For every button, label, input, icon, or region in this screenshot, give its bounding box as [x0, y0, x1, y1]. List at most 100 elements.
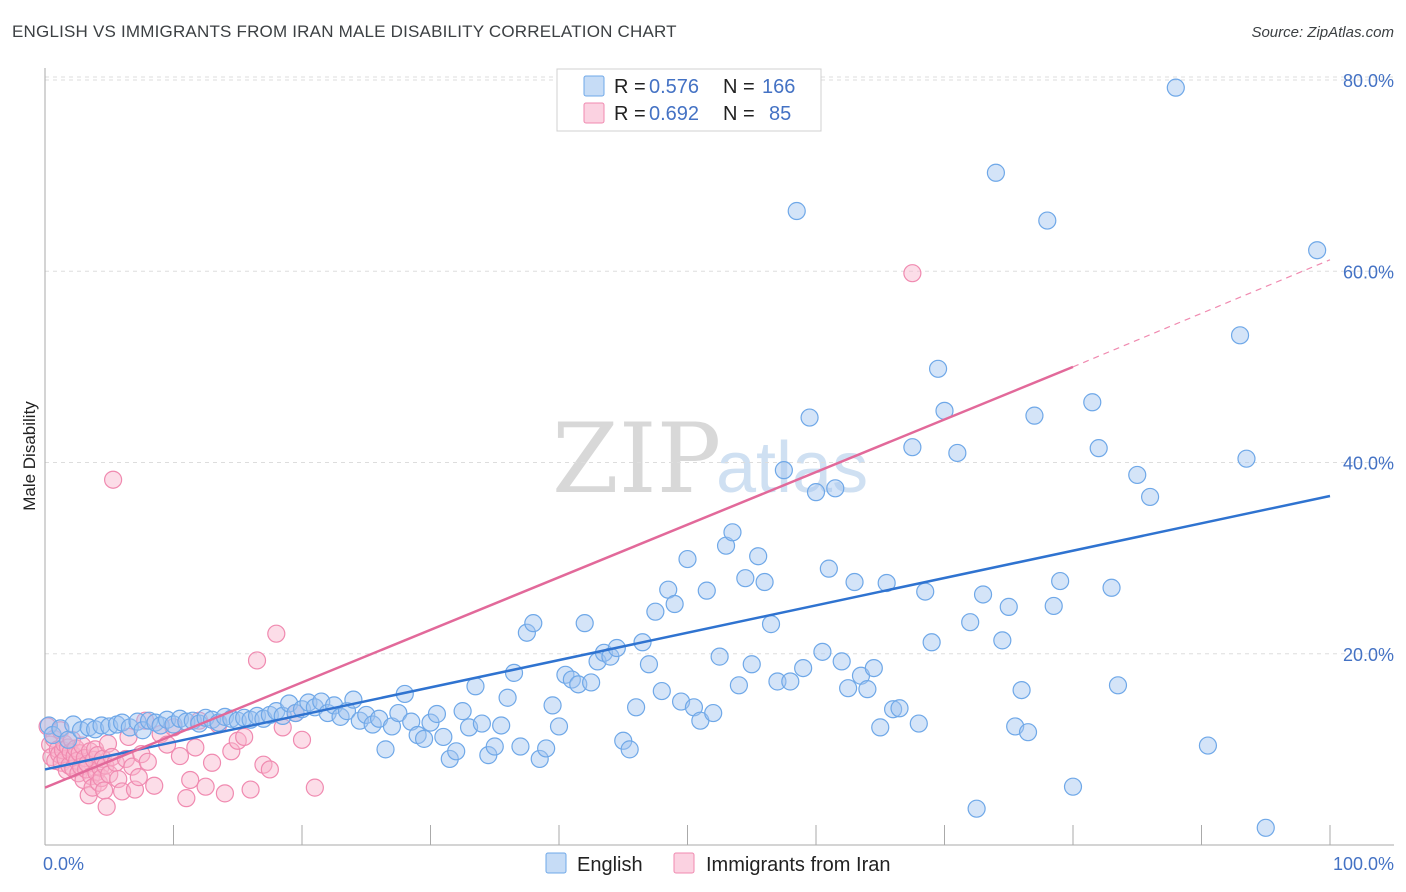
bottom-legend-swatch-english	[545, 852, 567, 874]
english-point-157	[1108, 676, 1128, 695]
stats-legend: R = 0.576 N = 166 R = 0.692 N = 85	[556, 68, 822, 132]
english-point-91	[626, 698, 646, 717]
english-point-150	[1038, 211, 1057, 230]
source-label: Source: ZipAtlas.com	[1251, 24, 1394, 41]
english-point-132	[890, 699, 909, 718]
legend-iran-r-label: R =	[614, 103, 646, 125]
english-point-137	[928, 359, 948, 378]
english-point-143	[986, 163, 1006, 182]
english-point-125	[845, 572, 864, 592]
english-point-161	[1198, 736, 1218, 755]
english-point-152	[1051, 571, 1070, 591]
english-point-142	[973, 585, 993, 604]
english-point-151	[1044, 596, 1063, 616]
english-point-127	[858, 680, 877, 699]
iran-point-84	[903, 264, 922, 283]
english-point-83	[575, 614, 594, 633]
bottom-legend-iran: Immigrants from Iran	[706, 854, 890, 876]
english-point-16	[146, 713, 165, 732]
english-point-54	[389, 703, 408, 723]
iran-point-47	[104, 470, 123, 489]
trend-lines	[44, 259, 1331, 789]
english-point-103	[704, 703, 723, 723]
english-point-149	[1025, 406, 1044, 425]
english-point-15	[139, 711, 159, 730]
iran-point-75	[241, 780, 260, 799]
watermark: ZIP atlas	[552, 403, 868, 515]
english-point-108	[736, 569, 755, 588]
iran-point-69	[202, 753, 222, 772]
english-point-111	[755, 572, 774, 592]
iran-point-68	[196, 777, 215, 796]
english-point-148	[1018, 723, 1038, 742]
y-axis-tick-labels: 20.0% 40.0% 60.0% 80.0%	[1343, 71, 1394, 665]
iran-point-64	[177, 789, 196, 808]
bottom-legend-english: English	[577, 854, 643, 876]
english-point-153	[1063, 777, 1083, 796]
english-point-77	[537, 739, 556, 758]
iran-point-72	[222, 742, 241, 761]
x-tick-label-max: 100.0%	[1333, 854, 1394, 874]
english-point-107	[729, 676, 749, 695]
english-point-79	[549, 717, 569, 736]
chart-title: ENGLISH VS IMMIGRANTS FROM IRAN MALE DIS…	[12, 22, 677, 41]
english-point-134	[909, 714, 928, 733]
english-point-84	[582, 673, 601, 692]
english-point-156	[1102, 578, 1121, 597]
english-point-72	[504, 663, 524, 682]
english-point-106	[723, 523, 742, 542]
english-point-120	[813, 642, 832, 661]
english-point-159	[1140, 487, 1160, 507]
english-point-109	[742, 655, 761, 674]
iran-point-43	[97, 797, 116, 816]
english-point-63	[447, 742, 466, 761]
gridlines	[45, 76, 1394, 655]
english-point-154	[1083, 393, 1102, 412]
english-point-64	[453, 702, 472, 721]
english-point-145	[999, 597, 1018, 616]
iran-point-78	[260, 760, 279, 779]
iran-point-66	[186, 738, 205, 757]
english-point-135	[916, 582, 935, 601]
series-legend: English Immigrants from Iran	[545, 852, 890, 876]
english-point-70	[492, 716, 511, 735]
x-axis-ticks	[44, 825, 1331, 845]
english-point-116	[787, 201, 806, 221]
legend-iran-r-value: 0.692	[649, 103, 699, 125]
iran-point-59	[145, 776, 164, 795]
trend-line-iran-extension	[1072, 259, 1331, 368]
english-point-131	[883, 700, 903, 719]
iran-point-74	[235, 727, 254, 747]
y-tick-label-20: 20.0%	[1343, 645, 1394, 665]
english-point-141	[967, 799, 986, 818]
english-point-115	[781, 672, 800, 691]
iran-point-41	[95, 781, 114, 800]
english-point-118	[800, 408, 819, 427]
english-point-128	[864, 658, 883, 678]
english-point-93	[639, 655, 659, 674]
english-point-133	[903, 438, 922, 457]
iran-point-82	[292, 730, 312, 749]
english-point-69	[485, 737, 504, 756]
english-point-102	[697, 581, 716, 600]
iran-point-58	[138, 752, 157, 771]
y-axis-label: Male Disability	[20, 401, 39, 511]
english-point-110	[749, 547, 768, 566]
english-point-95	[652, 681, 671, 701]
iran-point-65	[181, 770, 200, 790]
english-point-73	[511, 737, 530, 756]
axes	[44, 68, 1394, 846]
english-point-99	[678, 549, 697, 569]
english-point-76	[530, 749, 549, 769]
iran-point-79	[267, 624, 286, 643]
english-point-97	[665, 594, 684, 614]
english-point-112	[761, 615, 781, 634]
legend-english-n-value: 166	[762, 76, 795, 98]
trend-line-iran	[44, 365, 1074, 789]
english-point-147	[1012, 680, 1031, 700]
english-point-136	[922, 633, 941, 652]
english-point-162	[1230, 326, 1250, 345]
english-point-52	[376, 740, 395, 759]
english-point-140	[961, 613, 980, 632]
english-point-90	[620, 740, 639, 759]
